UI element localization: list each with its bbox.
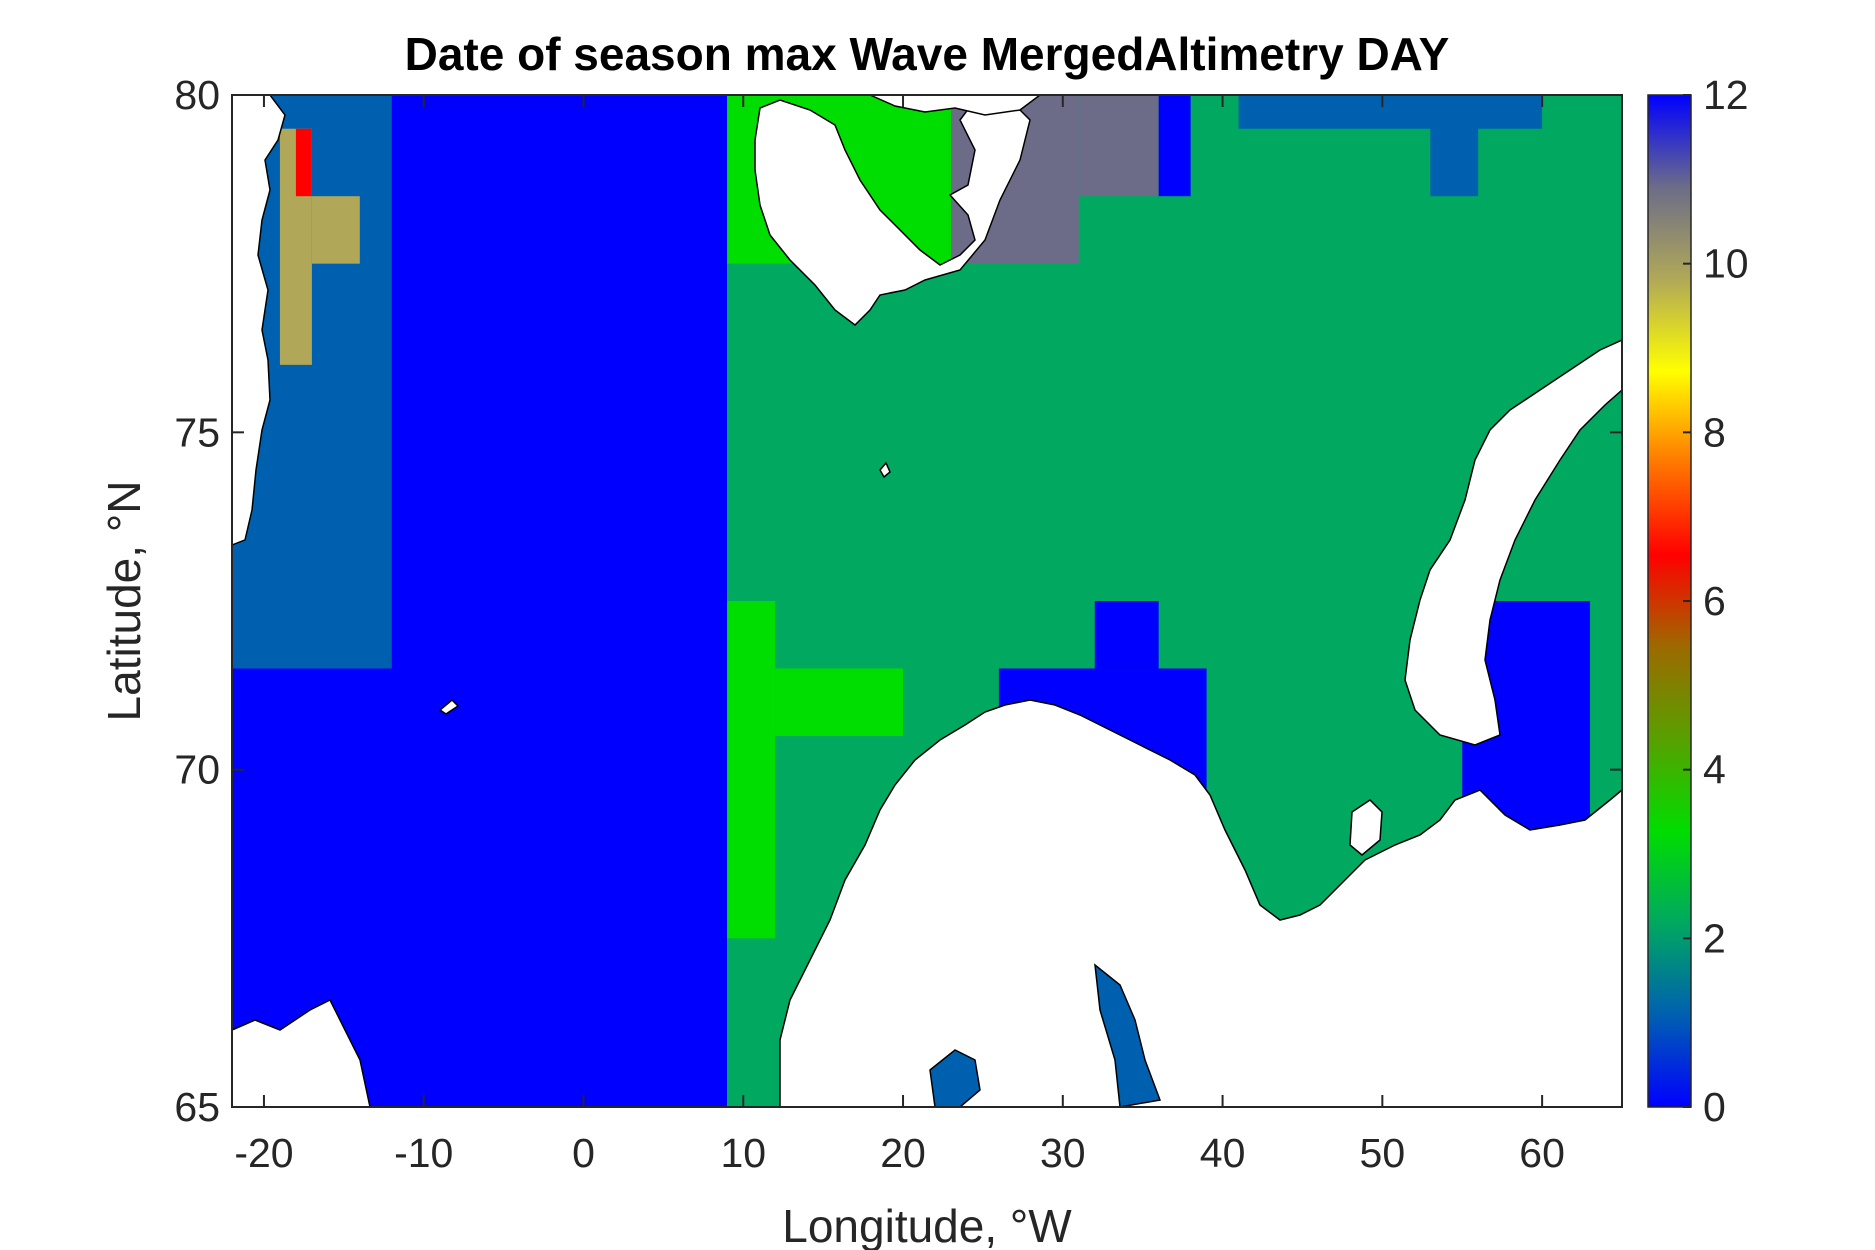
y-tick-label: 80: [174, 72, 220, 118]
colorbar-axis: 0 2 4 6 8 10 12: [1683, 72, 1749, 1130]
x-tick-label: 50: [1360, 1130, 1406, 1176]
data-cell-3: [727, 601, 776, 939]
data-cell-10: [1078, 95, 1159, 197]
land-bear-island: [879, 461, 891, 479]
land-svalbard-north: [869, 95, 1042, 116]
land-scandinavia: [779, 699, 1622, 1107]
y-axis: 65 70 75 80: [174, 72, 1622, 1130]
y-tick-label: 70: [174, 747, 220, 793]
colorbar-tick-label: 4: [1703, 747, 1726, 793]
chart-title: Date of season max Wave MergedAltimetry …: [405, 28, 1450, 80]
data-cell-11: [1158, 95, 1191, 197]
plot-frame: [231, 94, 1623, 1108]
colorbar-tick-label: 2: [1703, 915, 1726, 961]
land-greenland-south: [232, 998, 371, 1107]
x-tick-label: 10: [720, 1130, 766, 1176]
data-cell-8: [295, 128, 312, 197]
x-tick-label: 0: [572, 1130, 595, 1176]
data-cell-15: [1238, 95, 1543, 129]
y-axis-label: Latitude, °N: [98, 481, 150, 722]
colorbar-tick-label: 10: [1703, 241, 1749, 287]
land-white-sea-inlet: [1094, 963, 1162, 1107]
x-axis: -20 -10 0 10 20 30 40 50 60: [234, 95, 1565, 1176]
x-axis-label: Longitude, °W: [782, 1200, 1072, 1250]
land-masses: [232, 95, 1622, 1107]
x-tick-label: -10: [394, 1130, 453, 1176]
x-tick-label: 20: [880, 1130, 926, 1176]
land-novaya-zemlya: [1404, 339, 1622, 746]
land-jan-mayen: [438, 698, 460, 715]
colorbar-tick-label: 8: [1703, 409, 1726, 455]
data-cell-16: [1430, 95, 1479, 197]
x-tick-label: -20: [234, 1130, 293, 1176]
x-tick-label: 40: [1200, 1130, 1246, 1176]
land-greenland: [232, 95, 286, 546]
colorbar-tick-label: 12: [1703, 72, 1749, 118]
land-gulf-bothnia: [929, 1049, 981, 1107]
data-cell-6: [311, 196, 360, 264]
land-kolguev: [1349, 799, 1383, 856]
colorbar-tick-label: 6: [1703, 578, 1726, 624]
y-tick-label: 65: [174, 1084, 220, 1130]
y-tick-label: 75: [174, 409, 220, 455]
data-cell-4: [775, 668, 904, 736]
x-tick-label: 30: [1040, 1130, 1086, 1176]
data-cell-13: [1094, 601, 1159, 669]
plot-area: [232, 95, 1622, 1107]
colorbar-tick-label: 0: [1703, 1084, 1726, 1130]
x-tick-label: 60: [1519, 1130, 1565, 1176]
